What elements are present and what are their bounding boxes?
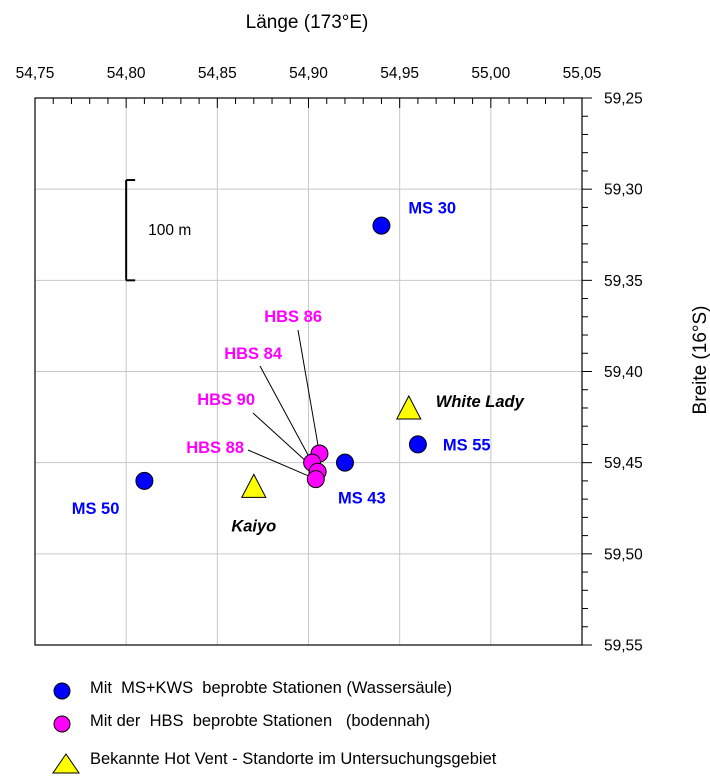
ms-station-marker xyxy=(135,471,154,490)
hbs-station-marker xyxy=(306,470,325,489)
leader-line xyxy=(259,365,313,463)
y-tick-label: 59,35 xyxy=(604,273,643,290)
ms-station-label: MS 50 xyxy=(72,500,120,518)
x-tick-label: 55,00 xyxy=(471,65,510,82)
legend-marker xyxy=(53,682,71,700)
scale-bar: 100 m xyxy=(125,179,191,282)
legend-marker xyxy=(53,715,71,733)
hbs-station-label: HBS 88 xyxy=(186,439,244,457)
ms-station-marker xyxy=(335,453,354,472)
y-tick-label: 59,45 xyxy=(604,455,643,472)
hot-vent-marker xyxy=(240,473,267,498)
magenta-circle-icon xyxy=(53,715,71,733)
y-tick-labels: 59,25 59,30 59,35 59,40 59,45 59,50 59,55 xyxy=(604,91,643,655)
ms-station-label: MS 30 xyxy=(408,200,456,218)
blue-circle-icon xyxy=(53,682,71,700)
x-tick-label: 54,75 xyxy=(16,65,55,82)
y-tick-label: 59,40 xyxy=(604,364,643,381)
hot-vent-label: Kaiyo xyxy=(231,517,276,535)
leader-line xyxy=(297,329,320,454)
hot-vent-marker xyxy=(395,394,422,420)
legend-label: Mit der HBS beprobte Stationen (bodennah… xyxy=(90,712,431,730)
x-tick-label: 54,85 xyxy=(198,65,237,82)
x-tick-label: 54,95 xyxy=(380,65,419,82)
ms-station-label: MS 43 xyxy=(338,490,386,508)
legend-marker xyxy=(52,753,80,774)
x-tick-label: 54,90 xyxy=(289,65,328,82)
ms-station-label: MS 55 xyxy=(443,436,491,454)
hot-vent-label: White Lady xyxy=(436,393,525,411)
data-markers xyxy=(135,216,427,498)
y-tick-label: 59,50 xyxy=(604,546,643,563)
x-tick-labels: 54,75 54,80 54,85 54,90 54,95 55,00 55,05 xyxy=(16,65,602,82)
axis-ticks xyxy=(34,97,592,646)
x-tick-label: 54,80 xyxy=(107,65,146,82)
grid xyxy=(35,98,582,645)
hbs-station-label: HBS 86 xyxy=(264,308,322,326)
legend-label: Mit MS+KWS beprobte Stationen (Wassersäu… xyxy=(90,679,453,697)
y-axis-title: Breite (16°S) xyxy=(690,306,710,415)
hbs-station-label: HBS 84 xyxy=(224,345,283,363)
x-axis-title: Länge (173°E) xyxy=(246,12,369,33)
leader-line xyxy=(247,449,316,480)
point-labels: MS 30 MS 55 MS 43 MS 50 HBS 86 HBS 84 HBS 90 HB… xyxy=(72,200,525,536)
scale-bar-label: 100 m xyxy=(148,222,191,239)
ms-station-marker xyxy=(372,216,391,235)
hbs-station-label: HBS 90 xyxy=(197,391,255,409)
x-tick-label: 55,05 xyxy=(563,65,602,82)
y-tick-label: 59,55 xyxy=(604,638,643,655)
ms-station-marker xyxy=(408,435,427,454)
y-tick-label: 59,30 xyxy=(604,182,643,199)
chart-svg: 54,75 54,80 54,85 54,90 54,95 55,00 55,05 59,2… xyxy=(16,12,710,655)
yellow-triangle-icon xyxy=(52,753,80,774)
legend-label: Bekannte Hot Vent - Standorte im Untersu… xyxy=(90,750,497,768)
y-tick-label: 59,25 xyxy=(604,91,643,108)
